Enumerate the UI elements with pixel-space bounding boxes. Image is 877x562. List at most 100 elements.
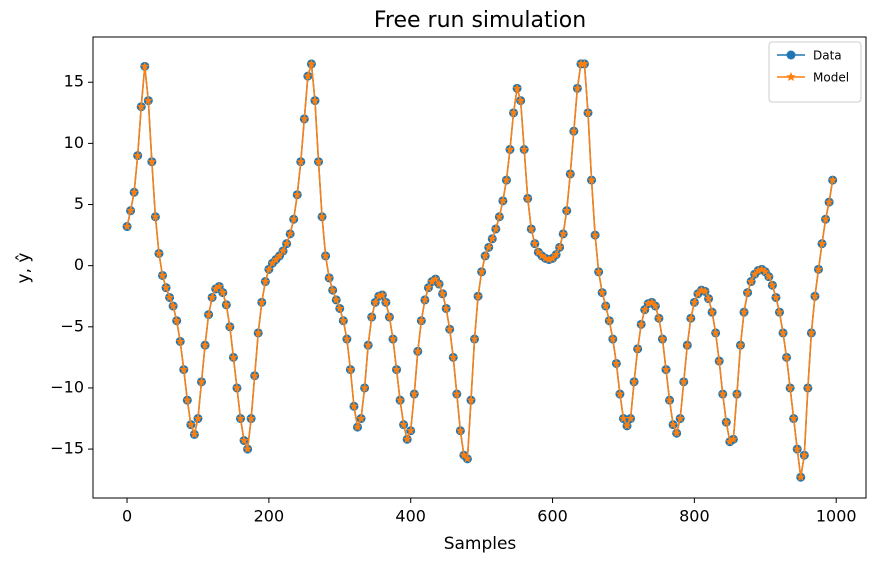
point-marker [505,145,515,154]
point-marker [778,328,788,337]
point-marker [339,316,348,325]
point-marker [356,414,366,423]
point-marker [161,283,171,292]
point-marker [739,307,749,316]
y-tick-label: −5 [60,316,84,335]
x-tick-label: 1000 [816,507,857,526]
point-marker [807,328,816,337]
point-marker [363,340,373,349]
point-marker [126,206,135,215]
point-marker [183,395,192,404]
point-marker [360,383,369,392]
point-marker [633,344,642,353]
point-marker [640,305,650,314]
point-marker [714,356,724,365]
point-marker [519,145,529,154]
point-marker [686,313,696,322]
point-marker [700,286,710,295]
point-marker [530,239,540,248]
point-marker [824,197,834,206]
point-marker [239,436,249,445]
point-marker [615,389,625,398]
point-marker [140,61,150,70]
point-marker [477,267,486,276]
point-marker [438,289,447,298]
point-marker [828,175,837,184]
point-marker [222,300,231,309]
point-marker [136,102,146,111]
point-marker [257,297,267,306]
point-marker [424,283,433,292]
y-tick-label: 10 [64,133,84,152]
point-marker [534,247,543,256]
point-marker [307,59,316,68]
legend-marker [786,72,796,82]
point-marker [601,301,611,310]
point-marker [562,206,572,215]
point-marker [264,264,274,273]
point-marker [303,71,313,80]
point-marker [300,114,309,123]
point-marker [594,267,603,276]
point-marker [764,272,774,281]
point-marker [565,169,575,178]
point-marker [324,273,334,282]
point-marker [232,383,242,392]
y-tick-label: 5 [74,194,84,213]
point-marker [792,444,802,453]
point-marker [427,277,437,286]
point-marker [573,83,582,92]
point-marker [810,291,820,300]
point-marker [271,255,281,264]
point-marker [551,250,561,259]
y-tick-label: −15 [50,439,84,458]
point-marker [729,434,738,443]
point-marker [651,301,660,310]
point-marker [179,365,189,374]
point-marker [480,251,490,260]
point-marker [268,258,277,267]
point-marker [381,297,391,306]
point-marker [292,190,302,199]
point-marker [523,193,532,203]
x-tick-label: 600 [537,507,568,526]
point-marker [211,284,220,293]
legend-marker [786,50,796,60]
point-marker [722,417,731,426]
point-marker [409,389,419,398]
point-marker [817,239,827,248]
point-marker [796,472,806,481]
point-marker [732,389,742,398]
point-marker [512,83,522,92]
point-marker [629,377,639,386]
y-axis-label: y, ŷ [14,253,34,284]
point-marker [246,414,256,423]
point-marker [204,310,213,319]
point-marker [225,322,235,331]
point-marker [434,279,444,288]
point-marker [229,352,238,362]
point-marker [785,383,795,392]
point-marker [743,288,752,297]
point-marker [133,151,142,160]
legend-label: Data [813,49,842,63]
point-marker [711,328,720,337]
point-marker [569,126,579,135]
point-marker [417,316,426,325]
point-marker [693,289,703,298]
point-marker [590,230,600,239]
point-marker [675,414,685,423]
point-marker [679,377,689,386]
point-marker [445,324,454,333]
point-marker [275,251,284,260]
point-marker [158,270,167,280]
point-marker [392,365,401,374]
point-marker [243,444,252,453]
point-marker [516,96,525,105]
point-marker [346,365,355,374]
point-marker [218,288,228,297]
point-marker [370,297,380,306]
point-marker [761,267,770,276]
point-marker [353,422,362,431]
